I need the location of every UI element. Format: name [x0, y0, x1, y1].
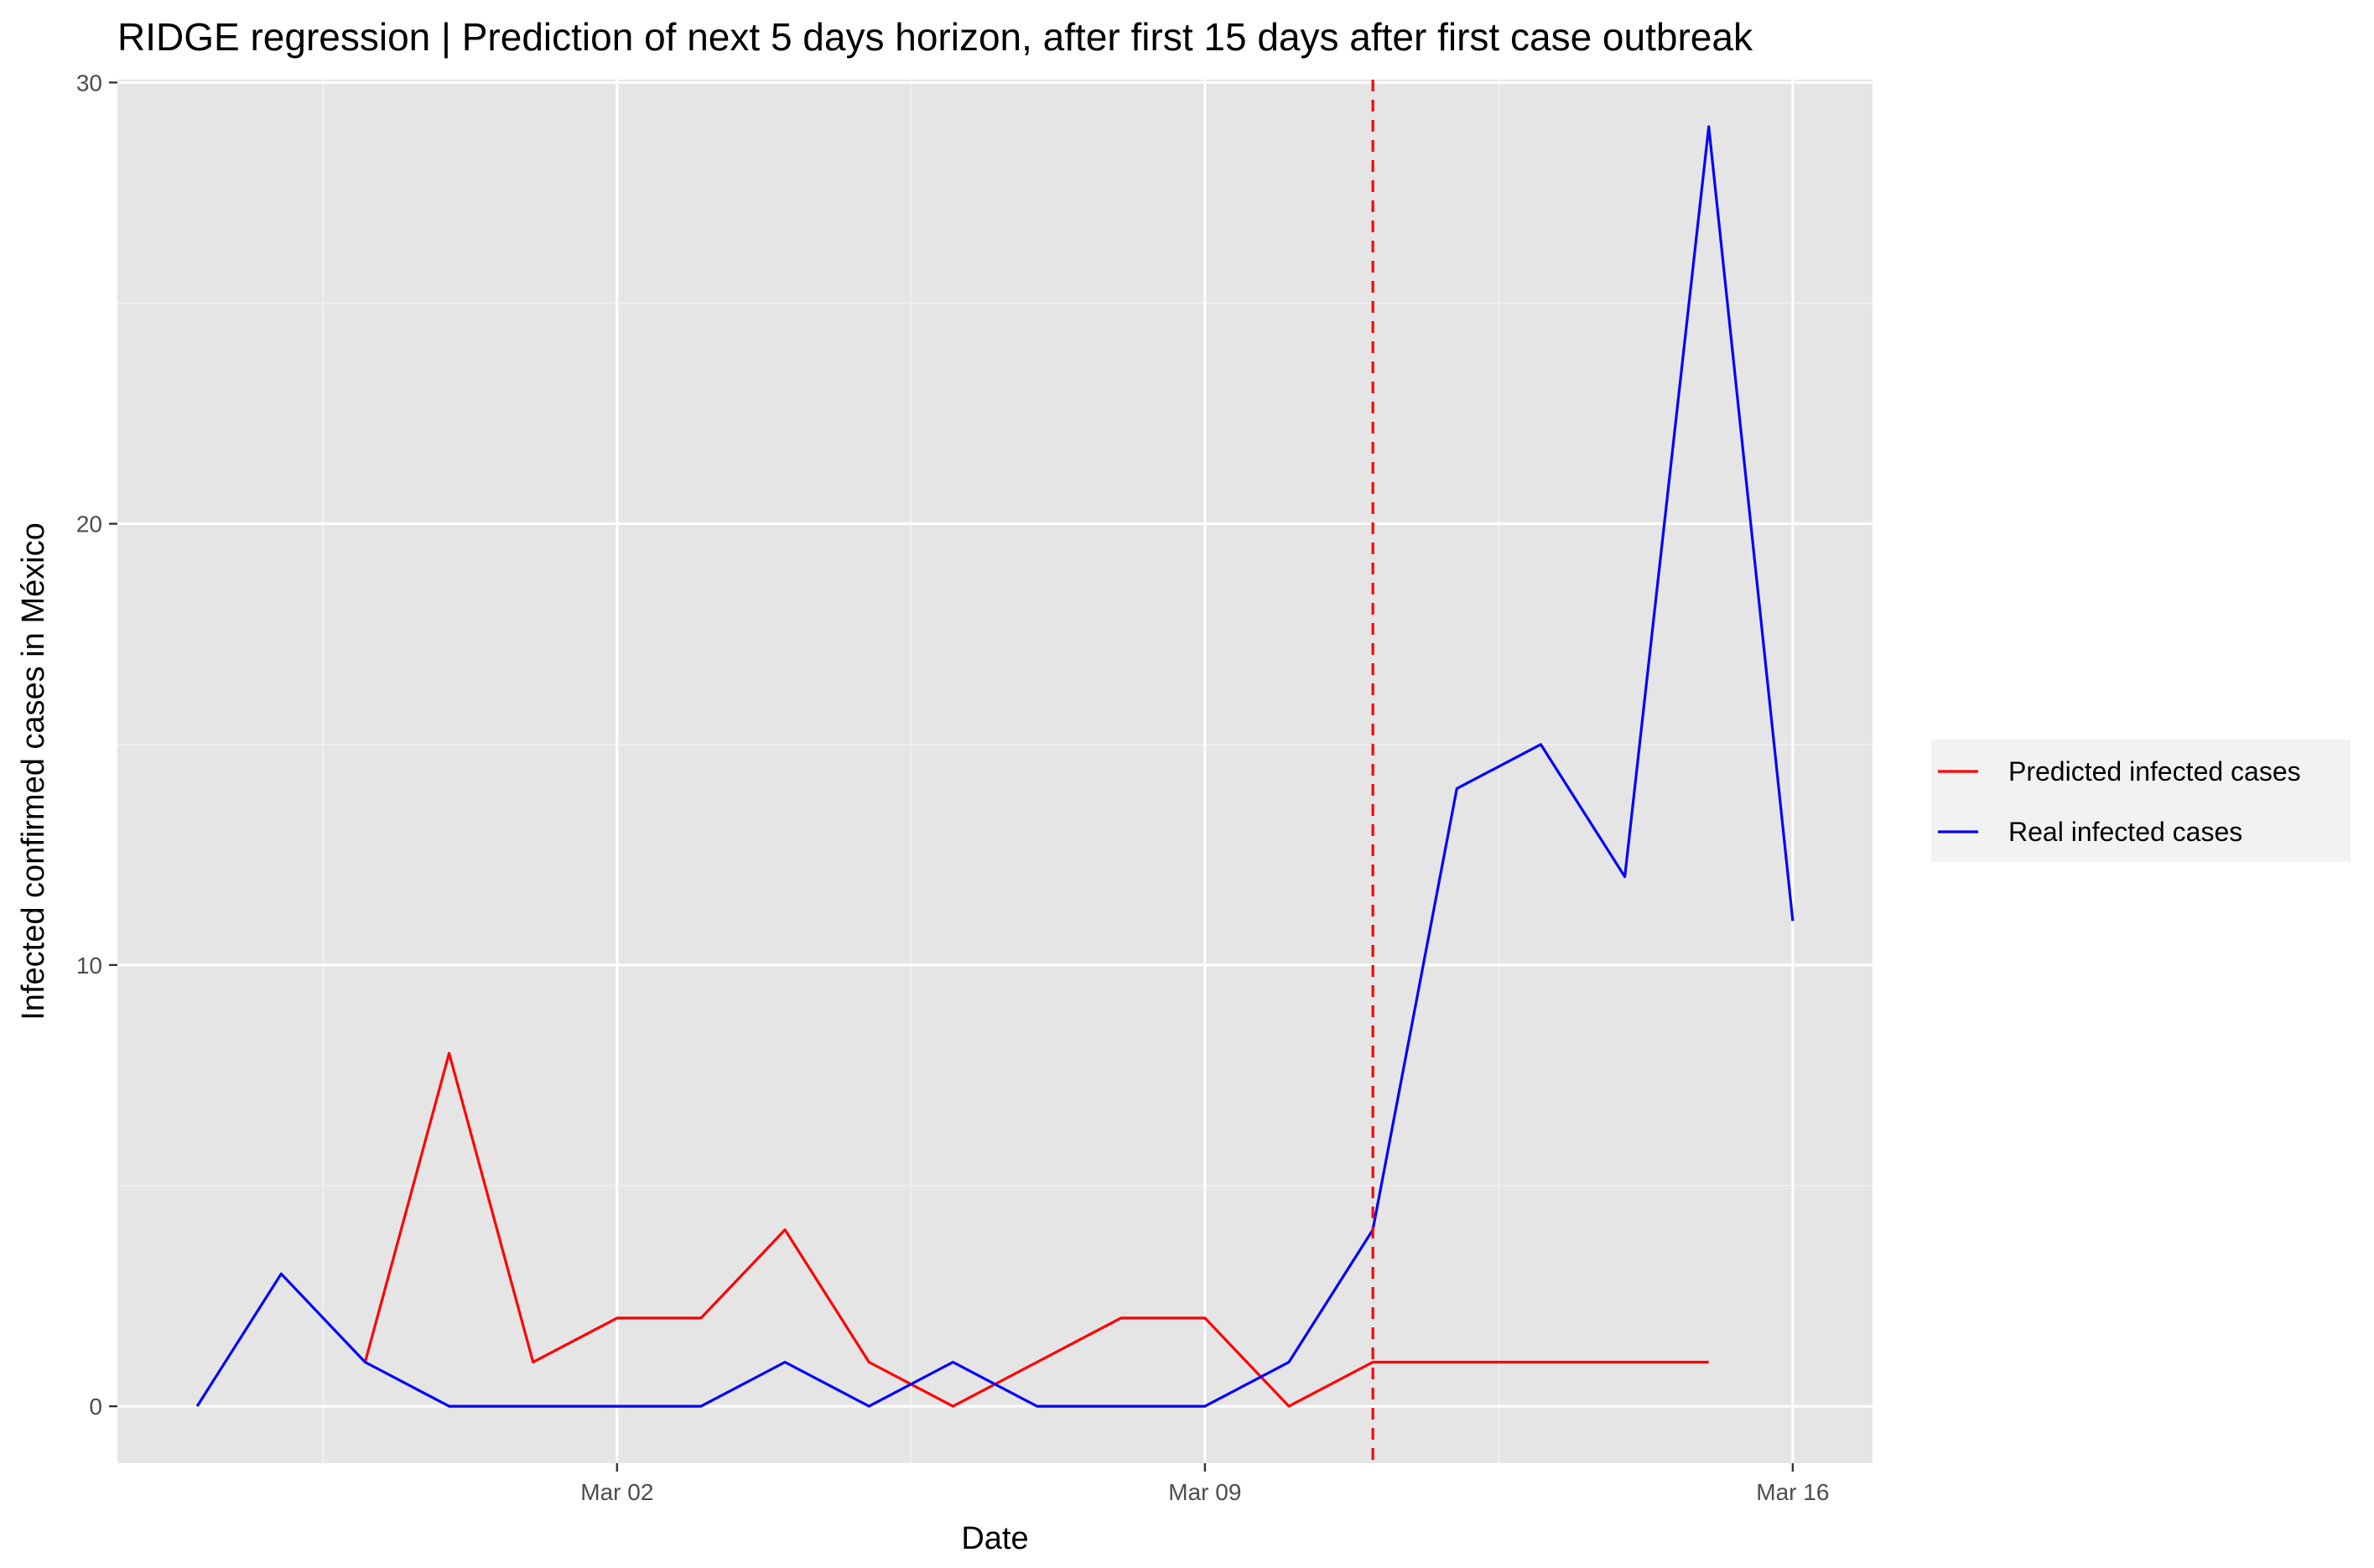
x-tick-label: Mar 09: [1168, 1479, 1241, 1505]
legend-label-real-infected-cases: Real infected cases: [2008, 817, 2242, 847]
y-tick-label: 30: [76, 70, 102, 96]
major-gridlines: [117, 80, 1873, 1463]
x-tick-label: Mar 02: [580, 1479, 653, 1505]
y-tick-label: 10: [76, 953, 102, 979]
x-axis: Mar 02 Mar 09 Mar 16: [580, 1463, 1829, 1505]
series-layer: [195, 125, 1795, 1408]
y-axis: 0 10 20 30: [76, 70, 117, 1420]
legend-background: [1931, 740, 2351, 862]
y-tick-label: 20: [76, 511, 102, 537]
x-axis-title: Date: [961, 1521, 1028, 1556]
legend: Predicted infected cases Real infected ca…: [1931, 740, 2351, 862]
plot-panel: [117, 80, 1873, 1463]
y-axis-title: Infected confirmed cases in México: [16, 522, 51, 1020]
chart-title: RIDGE regression | Prediction of next 5 …: [117, 15, 1753, 59]
legend-label-predicted-infected-cases: Predicted infected cases: [2008, 756, 2301, 787]
predicted-infected-cases-line: [363, 1051, 1709, 1408]
x-tick-label: Mar 16: [1756, 1479, 1829, 1505]
real-infected-cases-line: [195, 125, 1795, 1408]
y-tick-label: 0: [89, 1394, 102, 1420]
minor-gridlines: [117, 80, 1873, 1463]
